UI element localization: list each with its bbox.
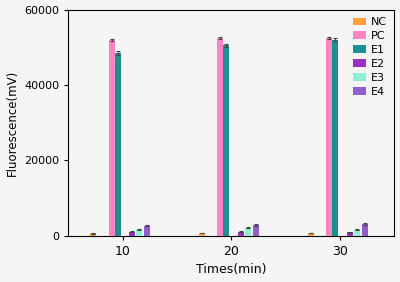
Bar — [238, 232, 244, 236]
Bar — [308, 233, 314, 236]
Bar — [347, 232, 353, 236]
Legend: NC, PC, E1, E2, E3, E4: NC, PC, E1, E2, E3, E4 — [350, 15, 389, 99]
Bar — [224, 45, 230, 236]
Bar — [362, 224, 368, 236]
Bar — [245, 228, 251, 236]
Bar — [130, 232, 136, 236]
Bar — [326, 38, 332, 236]
Bar — [90, 233, 96, 236]
Bar — [332, 40, 338, 236]
X-axis label: Times(min): Times(min) — [196, 263, 267, 276]
Bar — [199, 233, 205, 236]
Bar — [115, 53, 121, 236]
Y-axis label: Fluorescence(mV): Fluorescence(mV) — [6, 70, 18, 176]
Bar — [354, 230, 360, 236]
Bar — [109, 40, 115, 236]
Bar — [218, 38, 224, 236]
Bar — [253, 225, 259, 236]
Bar — [136, 229, 142, 236]
Bar — [144, 226, 150, 236]
